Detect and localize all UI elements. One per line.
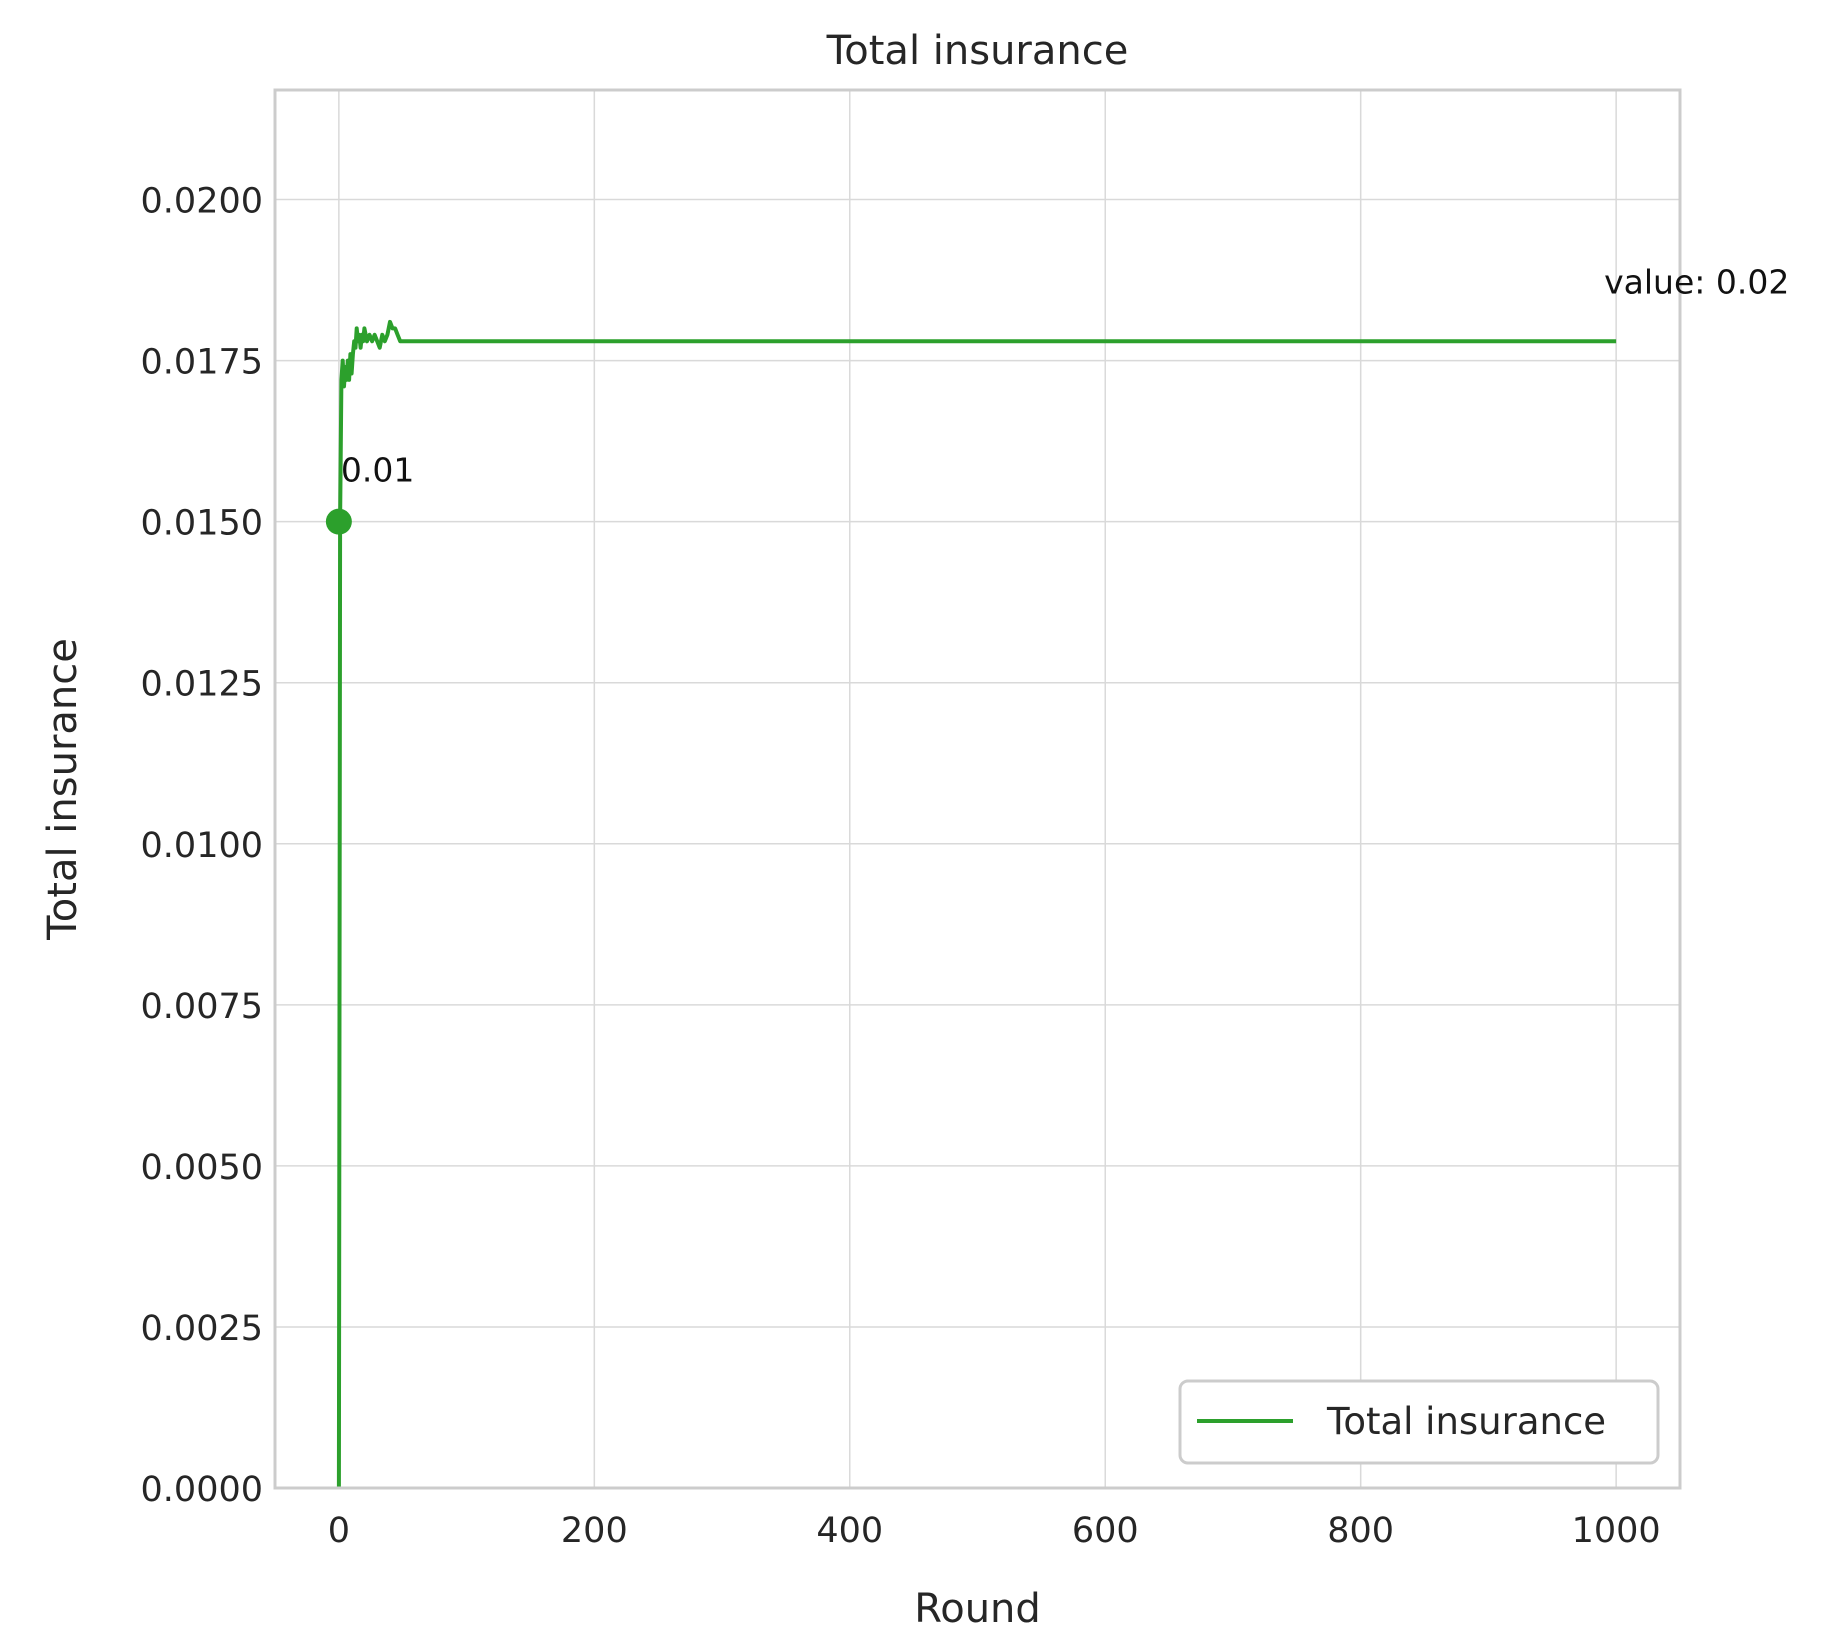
y-tick-label: 0.0025 (141, 1309, 263, 1349)
x-tick-label: 0 (328, 1511, 350, 1551)
y-tick-label: 0.0175 (141, 343, 263, 383)
x-tick-label: 200 (561, 1511, 628, 1551)
legend: Total insurance (1178, 1379, 1660, 1465)
y-tick-label: 0.0050 (141, 1148, 263, 1188)
y-tick-label: 0.0150 (141, 504, 263, 544)
x-tick-label: 600 (1072, 1511, 1139, 1551)
series-line-total-insurance (336, 319, 1617, 1489)
chart-title: Total insurance (826, 28, 1129, 74)
x-axis-label: Round (914, 1586, 1041, 1632)
series-layer (325, 319, 1617, 1489)
x-tick-label: 1000 (1572, 1511, 1661, 1551)
y-tick-label: 0.0100 (141, 826, 263, 866)
annotation-end: value: 0.02 (1604, 262, 1789, 301)
y-tick-label: 0.0200 (141, 182, 263, 222)
x-tick-label: 400 (816, 1511, 883, 1551)
y-tick-label: 0.0000 (141, 1470, 263, 1510)
y-axis-ticks: 0.0000 0.0025 0.0050 0.0075 0.0100 0.0125 0.01… (141, 182, 263, 1510)
legend-label: Total insurance (1326, 1400, 1606, 1443)
y-tick-label: 0.0125 (141, 665, 263, 705)
y-axis-label: Total insurance (40, 638, 86, 941)
grid-lines (275, 90, 1680, 1489)
annotations: 0.01 value: 0.02 (341, 262, 1790, 489)
legend-box (1178, 1379, 1660, 1465)
y-tick-label: 0.0075 (141, 987, 263, 1027)
start-point-marker (325, 508, 352, 535)
plot-frame (273, 88, 1682, 1490)
x-tick-label: 800 (1327, 1511, 1394, 1551)
x-axis-ticks: 0 200 400 600 800 1000 (328, 1511, 1661, 1551)
annotation-start: 0.01 (341, 451, 414, 490)
